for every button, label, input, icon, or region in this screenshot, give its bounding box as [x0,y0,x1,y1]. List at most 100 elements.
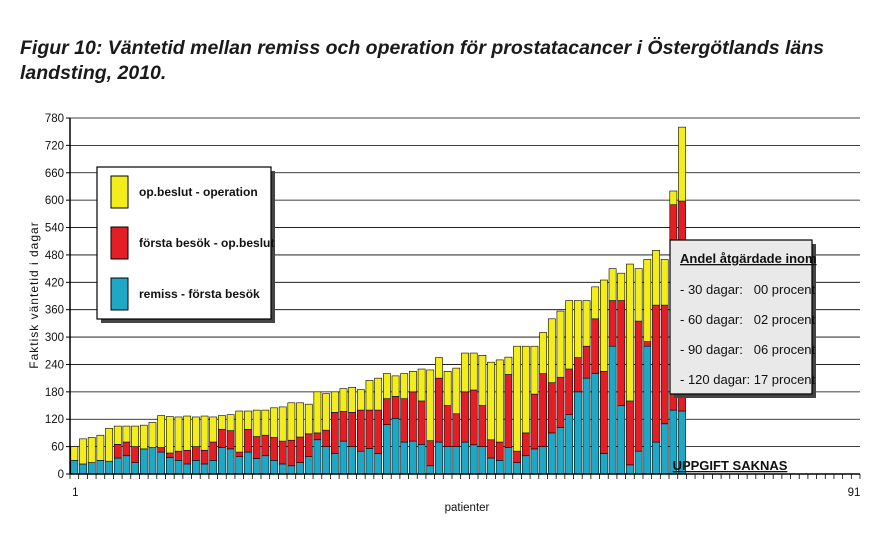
bar-segment-3 [617,272,626,301]
bar-segment-2 [383,398,391,426]
bar-segment-2 [339,411,348,442]
bar-segment-1 [139,448,148,475]
bar-segment-2 [244,428,252,453]
bar-segment-3 [417,368,426,402]
bar-segment-2 [322,429,330,447]
bar-segment-1 [626,464,634,475]
missing-data-label: UPPGIFT SAKNAS [673,458,788,473]
legend-swatch-1 [110,175,129,209]
bar-segment-3 [252,409,261,437]
bar-segment-3 [174,416,183,452]
bar-segment-1 [252,458,261,475]
bar-segment-1 [591,373,600,475]
bar-segment-3 [270,407,278,438]
bar-segment-2 [356,409,365,452]
bar-segment-1 [287,465,296,475]
bar-segment-2 [374,409,383,454]
bar-segment-2 [252,436,261,459]
legend-swatch-3 [110,277,129,311]
bar-segment-1 [417,444,426,475]
bar-segment-2 [469,389,478,446]
bar-segment-3 [504,356,513,375]
bar-segment-2 [573,357,582,393]
bar-segment-1 [313,439,322,475]
y-tick-label: 720 [45,140,64,152]
bar-segment-1 [443,446,452,475]
bar-segment-2 [452,413,461,447]
bar-segment-1 [122,455,131,475]
bar-segment-1 [426,465,435,475]
info-box-line: - 90 dagar: 06 procent [680,342,816,357]
bar-segment-1 [218,447,226,475]
bar-segment-3 [409,371,417,393]
bar-segment-2 [113,444,122,459]
bar-segment-1 [131,462,139,475]
bar-segment-1 [487,457,495,475]
y-tick-label: 60 [51,442,64,454]
bar-segment-3 [96,434,105,461]
bar-segment-3 [669,190,678,206]
x-tick-label-last: 91 [848,487,861,499]
bar-segment-2 [391,396,400,419]
bar-segment-2 [617,300,626,406]
y-tick-label: 600 [45,195,64,207]
legend-swatch-2 [110,226,129,260]
bar-segment-3 [278,406,287,442]
bar-segment-3 [513,345,521,452]
y-tick-label: 360 [45,305,64,317]
bar-segment-2 [192,446,200,461]
bar-segment-2 [504,374,513,448]
bar-segment-1 [452,446,461,475]
bar-segment-1 [226,448,235,475]
bar-segment-3 [218,415,226,430]
bar-segment-3 [530,345,539,395]
y-tick-label: 660 [45,168,64,180]
axes [69,118,860,475]
bar-segment-2 [643,341,652,347]
bar-segment-3 [608,268,617,301]
bar-segment-3 [70,446,79,461]
bar-segment-3 [209,416,218,443]
bar-segment-1 [348,446,357,475]
bar-segment-1 [192,460,200,475]
bar-segment-2 [530,393,539,450]
bar-segment-2 [365,409,374,449]
bar-segment-2 [348,412,357,447]
bar-segment-1 [556,427,565,475]
y-tick-label: 120 [45,414,64,426]
bar-segment-3 [591,286,600,320]
bar-segment-1 [600,453,608,475]
bar-segment-3 [626,263,634,402]
bar-segment-3 [87,437,96,463]
bar-segment-3 [487,361,495,441]
bar-segment-1 [270,460,278,475]
bar-segment-3 [165,416,174,454]
y-axis-ticks: 0 60 120 180 240 300 360 420 480 540 600 660 720 780 [45,113,70,481]
bar-segment-3 [452,367,461,415]
legend-label-3: remiss - första besök [139,287,260,301]
bar-segment-2 [539,373,547,447]
bar-segment-3 [244,410,252,430]
info-box-line: - 30 dagar: 00 procent [680,282,816,297]
bar-segment-1 [113,457,122,475]
bar-segment-2 [287,439,296,467]
bar-segment-3 [521,345,530,434]
bar-segment-2 [634,320,643,452]
bar-segment-1 [504,447,513,475]
bar-segment-2 [165,452,174,458]
bar-segment-1 [330,453,339,475]
x-axis-label: patienter [445,502,490,514]
bar-segment-2 [235,451,244,457]
bar-segment-2 [626,400,634,466]
y-tick-label: 240 [45,359,64,371]
bar-segment-2 [600,371,608,454]
bar-segment-3 [183,415,192,451]
bar-segment-3 [365,380,374,411]
bar-segment-2 [174,450,183,461]
bar-segment-1 [244,451,252,475]
bar-segment-3 [443,371,452,406]
bar-segment-1 [365,448,374,475]
bar-segment-2 [209,441,218,461]
bar-segment-2 [200,449,209,465]
chart-title: Figur 10: Väntetid mellan remiss och ope… [20,37,825,84]
